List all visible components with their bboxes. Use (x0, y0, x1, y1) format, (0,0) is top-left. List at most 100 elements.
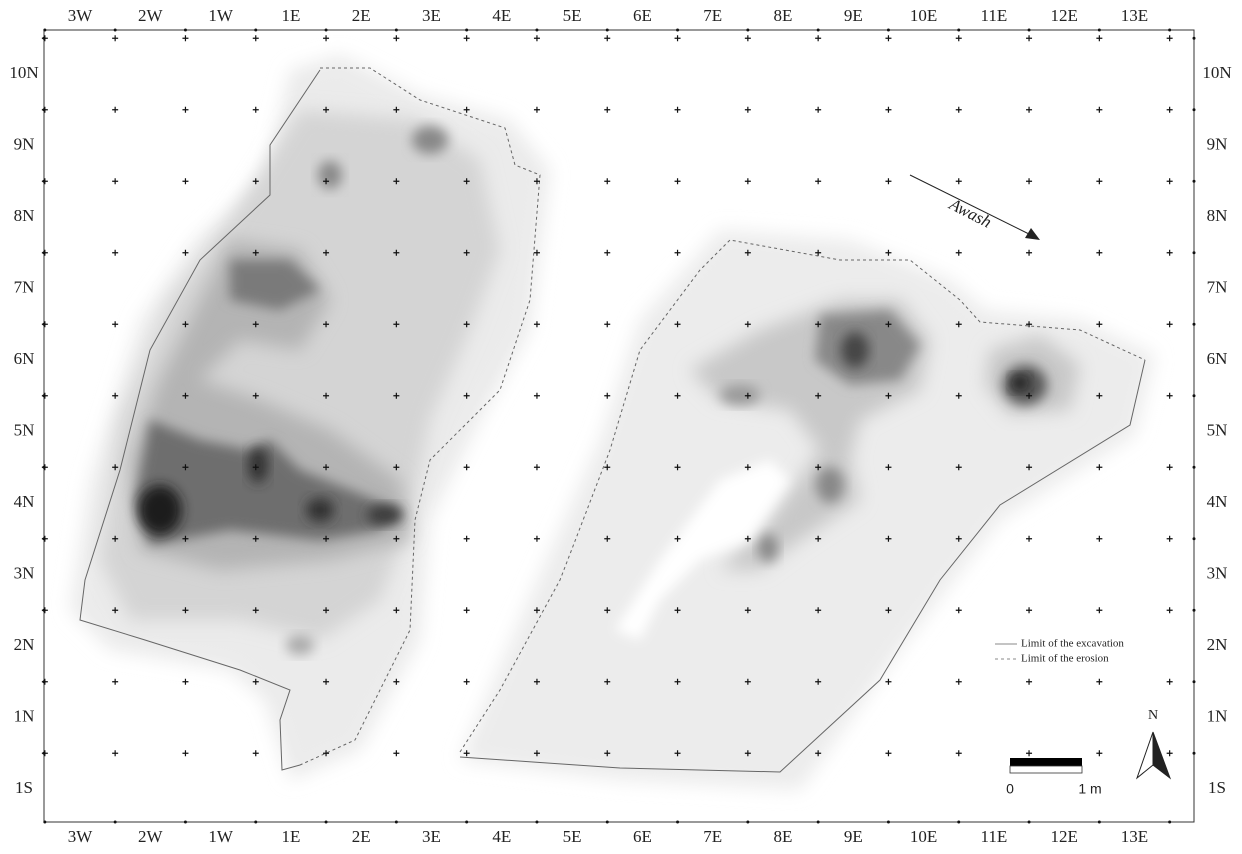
edge-dot (957, 820, 961, 824)
grid-cross (1096, 535, 1103, 542)
edge-dot (816, 820, 820, 824)
arrow-head (1025, 228, 1040, 240)
grid-cross (1026, 249, 1033, 256)
row-label: 2N (14, 635, 35, 654)
edge-dot (605, 820, 609, 824)
grid-cross (463, 750, 470, 757)
grid-cross (323, 35, 330, 42)
legend-label: Limit of the excavation (1021, 638, 1124, 650)
grid-cross (463, 35, 470, 42)
grid-cross (604, 607, 611, 614)
grid-cross (112, 106, 119, 113)
grid-cross (955, 178, 962, 185)
edge-dot (1097, 820, 1101, 824)
grid-cross (463, 249, 470, 256)
column-label: 12E (1051, 827, 1078, 846)
grid-cross (1026, 464, 1033, 471)
edge-dot (254, 28, 258, 32)
frame (43, 29, 1195, 823)
grid-cross (815, 392, 822, 399)
column-label: 10E (910, 6, 937, 25)
row-label: 9N (14, 134, 35, 153)
column-label: 9E (844, 6, 863, 25)
edge-dot (43, 28, 47, 32)
grid-cross (112, 35, 119, 42)
edge-dot (1192, 537, 1196, 541)
grid-cross (604, 35, 611, 42)
grid-cross (674, 678, 681, 685)
grid-cross (112, 392, 119, 399)
row-label: 10N (1202, 63, 1231, 82)
grid-cross (463, 178, 470, 185)
grid-cross (252, 464, 259, 471)
grid-cross (252, 535, 259, 542)
edge-dot (816, 28, 820, 32)
grid-cross (674, 607, 681, 614)
row-label: 2N (1207, 635, 1228, 654)
grid-cross (323, 535, 330, 542)
grid-cross (112, 178, 119, 185)
grid-cross (1096, 607, 1103, 614)
grid-cross (604, 178, 611, 185)
edge-dot (42, 608, 46, 612)
grid-cross (885, 678, 892, 685)
grid-cross (1166, 678, 1173, 685)
grid-cross (1026, 535, 1033, 542)
grid-cross (1026, 35, 1033, 42)
grid-cross (744, 249, 751, 256)
grid-cross (1166, 607, 1173, 614)
grid-cross (533, 607, 540, 614)
grid-cross (463, 535, 470, 542)
grid-cross (112, 535, 119, 542)
grid-cross (955, 35, 962, 42)
density-left (70, 55, 550, 780)
column-label: 5E (563, 6, 582, 25)
grid-cross (533, 106, 540, 113)
density-right (460, 230, 1155, 790)
edge-dot (1192, 394, 1196, 398)
grid-cross (393, 35, 400, 42)
column-label: 2W (138, 6, 164, 25)
grid-cross (885, 249, 892, 256)
grid-cross (885, 35, 892, 42)
grid-cross (463, 392, 470, 399)
grid-cross (674, 750, 681, 757)
grid-cross (323, 178, 330, 185)
grid-cross (885, 321, 892, 328)
edge-dot (42, 465, 46, 469)
grid-cross (815, 321, 822, 328)
grid-cross (252, 392, 259, 399)
edge-dot (676, 28, 680, 32)
grid-cross (815, 464, 822, 471)
edge-dot (113, 28, 117, 32)
column-label: 11E (981, 6, 1008, 25)
row-label: 9N (1207, 134, 1228, 153)
grid-cross (533, 678, 540, 685)
row-label: 8N (1207, 206, 1228, 225)
edge-dot (746, 820, 750, 824)
grid-cross (955, 106, 962, 113)
grid-cross (955, 535, 962, 542)
grid-cross (323, 607, 330, 614)
edge-dot (1192, 108, 1196, 112)
edge-dot (324, 820, 328, 824)
grid-cross (533, 35, 540, 42)
grid-cross (604, 392, 611, 399)
edge-dot (42, 322, 46, 326)
edge-dot (1192, 322, 1196, 326)
row-label: 3N (14, 563, 35, 582)
erosion-limit-right (459, 239, 1146, 753)
edge-dot (1168, 820, 1172, 824)
row-label: 5N (1207, 420, 1228, 439)
grid-cross (1166, 535, 1173, 542)
excavation-limit (79, 69, 321, 771)
grid-cross (182, 535, 189, 542)
edge-dot (42, 680, 46, 684)
row-label: 8N (14, 206, 35, 225)
edge-dot (535, 28, 539, 32)
grid-cross (1166, 392, 1173, 399)
grid-cross (393, 249, 400, 256)
grid-cross (1166, 178, 1173, 185)
column-label: 12E (1051, 6, 1078, 25)
